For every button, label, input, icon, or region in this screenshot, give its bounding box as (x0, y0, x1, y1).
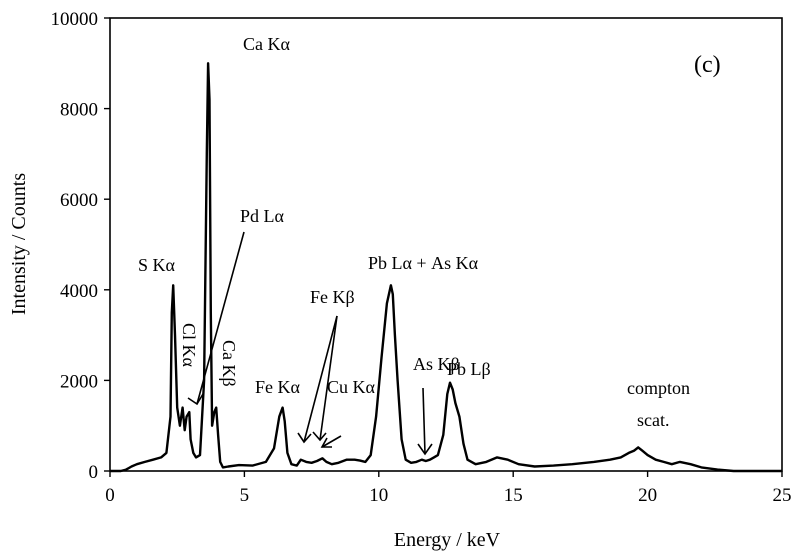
peak-label: compton (627, 378, 690, 398)
peak-label: Cu Kα (327, 377, 376, 397)
spectrum-line (110, 62, 782, 473)
arrow-head (417, 443, 433, 456)
y-tick-label: 4000 (60, 281, 98, 302)
peak-label: Pd Lα (240, 206, 285, 226)
x-tick-label: 5 (240, 485, 250, 506)
plot-axes (109, 17, 783, 472)
peak-label: S Kα (138, 255, 176, 275)
peak-label: Ca Kβ (219, 340, 239, 387)
plot-frame (109, 17, 783, 472)
x-tick-label: 15 (504, 485, 523, 506)
x-axis-title: Energy / keV (394, 529, 501, 551)
y-tick-label: 0 (89, 462, 99, 483)
peak-label: Fe Kβ (310, 287, 355, 307)
y-axis-title: Intensity / Counts (8, 173, 30, 315)
x-tick-label: 20 (638, 485, 657, 506)
x-tick-label: 25 (773, 485, 792, 506)
arrow-head (320, 437, 332, 448)
arrow-line (321, 435, 342, 448)
arrow-head (187, 393, 204, 406)
arrow-head (297, 432, 312, 444)
peak-label: Pb Lβ (447, 359, 491, 379)
arrow-line (196, 231, 245, 405)
x-tick-label: 0 (105, 485, 115, 506)
peak-label: scat. (637, 410, 669, 430)
x-tick-label: 10 (369, 485, 388, 506)
peak-label: Pb Lα + As Kα (368, 253, 479, 273)
peak-arrows (187, 231, 433, 456)
axis-ticks: 0 5 10 15 20 25 0 2000 4000 6000 8000 10000 (51, 9, 792, 506)
peak-label: Cl Kα (179, 323, 199, 368)
panel-label: (c) (694, 52, 721, 78)
peak-labels: Ca Kα S Kα Pd Lα Cl Kα Ca Kβ Fe Kα Fe Kβ Cu Kα P… (138, 34, 690, 430)
arrow-line (422, 387, 426, 455)
y-tick-label: 8000 (60, 100, 98, 121)
arrow-line (303, 315, 338, 443)
y-tick-label: 2000 (60, 371, 98, 392)
peak-label: Ca Kα (243, 34, 290, 54)
y-tick-label: 6000 (60, 190, 98, 211)
arrow-head (312, 431, 327, 442)
arrow-line (319, 315, 338, 441)
peak-label: As Kβ (413, 354, 460, 374)
y-tick-label: 10000 (51, 9, 99, 30)
peak-label: Fe Kα (255, 377, 300, 397)
